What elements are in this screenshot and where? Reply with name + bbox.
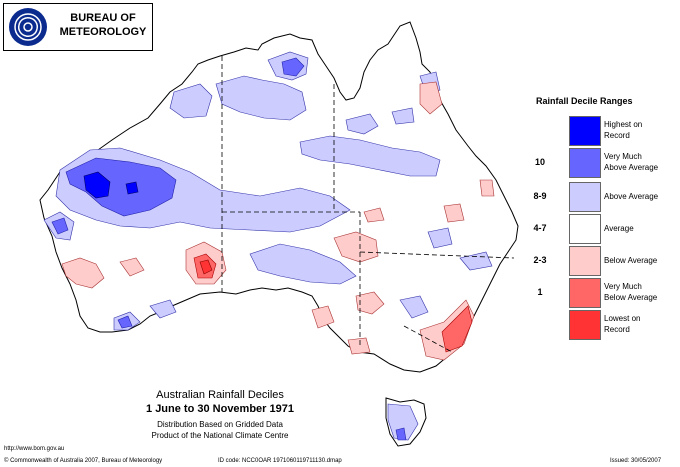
legend-swatch-highest [569, 116, 601, 146]
very-much-above-average-areas [51, 57, 407, 441]
legend-swatch-above [569, 182, 601, 212]
legend-swatch-very-much-above [569, 148, 601, 178]
legend-decile: 8-9 [533, 191, 547, 201]
legend-label-lowest: Lowest on Record [604, 314, 641, 334]
legend-row-average: 4-7 Average [520, 214, 670, 244]
legend-row-very-much-above: 10 Very Much Above Average [520, 148, 670, 178]
legend-label-highest: Highest on Record [604, 120, 643, 140]
legend-row-above: 8-9 Above Average [520, 182, 670, 212]
map-method-note: Distribution Based on Gridded Data [157, 420, 283, 429]
footer-url[interactable]: http://www.bom.gov.au [4, 446, 65, 452]
map-period: 1 June to 30 November 1971 [146, 403, 294, 415]
legend-label-below: Below Average [604, 256, 658, 265]
legend-row-very-much-below: 1 Very Much Below Average [520, 278, 670, 308]
logo-line1: BUREAU OF [70, 12, 136, 24]
legend-label-above: Above Average [604, 192, 659, 201]
legend-decile: 1 [537, 287, 543, 297]
legend-decile: 10 [534, 157, 545, 167]
lowest-on-record-areas [199, 259, 213, 275]
legend-label-very-much-below: Very Much Below Average [604, 282, 658, 302]
legend-swatch-below [569, 246, 601, 276]
legend-label-very-much-above: Very Much Above Average [604, 152, 659, 172]
legend-decile: 2-3 [533, 255, 547, 265]
bom-logo: BUREAU OF METEOROLOGY [3, 3, 153, 51]
highest-on-record-areas [83, 171, 139, 199]
logo-line2: METEOROLOGY [59, 26, 147, 38]
legend-title: Rainfall Decile Ranges [536, 96, 633, 106]
legend-row-highest: Highest on Record [520, 116, 670, 146]
logo-text: BUREAU OF METEOROLOGY [56, 11, 150, 39]
footer-id-code: ID code: NCC0OAR 1971060119711130.dmap [218, 458, 342, 464]
map-product-note: Product of the National Climate Centre [151, 431, 289, 440]
state-borders [221, 56, 515, 353]
legend-swatch-lowest [569, 310, 601, 340]
footer-copyright: © Commonwealth of Australia 2007, Bureau… [4, 458, 163, 464]
legend-swatch-average [569, 214, 601, 244]
bom-swirl-icon [9, 8, 47, 46]
legend-decile: 4-7 [533, 223, 547, 233]
legend-row-lowest: Lowest on Record [520, 310, 670, 340]
map-title: Australian Rainfall Deciles [156, 389, 284, 401]
legend-label-average: Average [604, 224, 634, 233]
map-title-block: Australian Rainfall Deciles 1 June to 30… [120, 388, 320, 441]
legend-row-below: 2-3 Below Average [520, 246, 670, 276]
footer-issued: Issued: 30/05/2007 [610, 458, 662, 464]
legend-swatch-very-much-below [569, 278, 601, 308]
